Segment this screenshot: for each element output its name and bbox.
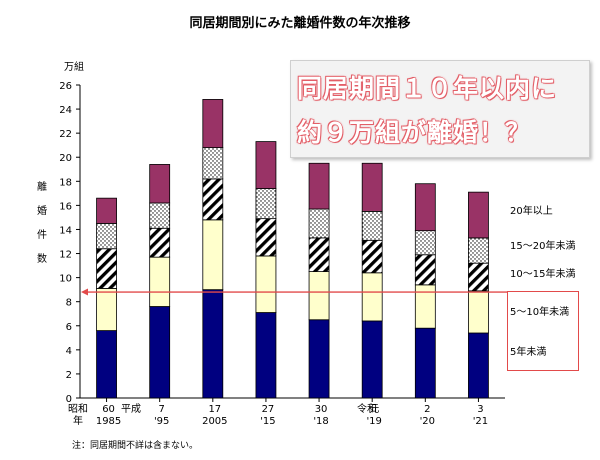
y-axis-label-char: 件 (37, 229, 47, 241)
y-tick-label: 18 (59, 177, 72, 188)
x-tick-label-top: 7 (159, 404, 165, 415)
bar-segment (255, 188, 277, 220)
y-axis-label: 離婚件数 (37, 180, 47, 265)
bars (96, 99, 489, 399)
y-axis-label-char: 離 (37, 180, 47, 193)
bar-segment (308, 208, 330, 239)
y-tick-label: 6 (66, 322, 72, 333)
y-tick-label: 24 (59, 105, 72, 116)
x-tick-label-bottom: '95 (154, 416, 169, 427)
legend-label: 15～20年未満 (510, 239, 575, 252)
bar-segment (96, 197, 117, 224)
chart-title: 同居期間別にみた離婚件数の年次推移 (189, 15, 410, 31)
reference-line (81, 288, 508, 296)
x-tick-label-bottom: '21 (473, 416, 488, 427)
bar-segment (149, 202, 171, 229)
x-tick-label-top: 元 (369, 404, 379, 415)
bar-segment (468, 237, 489, 264)
bar-segment (202, 219, 224, 291)
bar-segment (414, 254, 436, 286)
bar-segment (308, 237, 330, 272)
legend-label: 10～15年未満 (510, 267, 575, 280)
bar-segment (308, 271, 330, 321)
bar-segment (468, 191, 489, 239)
bar-segment (414, 183, 436, 232)
bar-segment (96, 223, 117, 250)
bar-segment (149, 164, 171, 204)
footnote: 注：同居期間不詳は含まない。 (72, 441, 199, 451)
bar-segment (361, 320, 383, 399)
y-tick-label: 26 (59, 81, 72, 92)
bar-segment (96, 288, 117, 331)
legend-label: 5年未満 (510, 345, 546, 358)
y-tick-label: 16 (59, 201, 72, 212)
legend: 5年未満 5～10年未満 10～15年未満 15～20年未満 20年以上 (510, 204, 575, 358)
bar-segment (255, 255, 277, 313)
y-tick-label: 20 (59, 153, 72, 164)
bar-segment (361, 211, 383, 241)
y-tick-label: 4 (66, 346, 72, 357)
bar-segment (149, 306, 171, 399)
era-label-reiwa: 令和 (357, 402, 377, 415)
bar-segment (414, 230, 436, 256)
bar-segment (468, 332, 489, 399)
legend-label: 5～10年未満 (510, 305, 569, 318)
y-tick-label: 22 (59, 129, 72, 140)
bar-segment (361, 272, 383, 322)
reference-arrow-head (81, 288, 88, 296)
callout-line-2: 約９万組が離婚！？ (296, 117, 532, 147)
x-tick-label-top: 27 (262, 404, 275, 415)
bar-segment (255, 218, 277, 257)
x-tick-label-bottom: '19 (366, 416, 381, 427)
bar-segment (414, 284, 436, 329)
x-tick-label-bottom: 1985 (96, 416, 121, 427)
x-tick-label-top: 30 (315, 404, 328, 415)
bar-segment (202, 178, 224, 221)
legend-label: 20年以上 (510, 204, 553, 217)
era-label-showa: 昭和 (68, 403, 88, 415)
x-tick-label-bottom: '18 (313, 416, 328, 427)
bar-segment (149, 227, 171, 258)
y-tick-label: 2 (66, 370, 72, 381)
bar-segment (361, 239, 383, 274)
y-tick-label: 0 (66, 394, 72, 405)
y-axis-label-char: 数 (37, 252, 47, 265)
y-unit-label: 万組 (64, 60, 84, 73)
x-tick-label-top: 60 (102, 404, 115, 415)
bar-segment (96, 248, 117, 289)
highlight-box (507, 291, 579, 371)
bar-segment (202, 147, 224, 180)
y-tick-label: 10 (59, 274, 72, 285)
bar-segment (96, 330, 117, 399)
bar-segment (308, 162, 330, 210)
y-tick-label: 12 (59, 250, 72, 261)
x-tick-label-bottom: '20 (420, 416, 435, 427)
x-tick-label-bottom: 2005 (202, 416, 227, 427)
y-axis-label-char: 婚 (37, 204, 47, 217)
x-tick-label-top: 17 (208, 404, 221, 415)
bar-segment (202, 289, 224, 399)
callout-box: 同居期間１０年以内に 約９万組が離婚！？ (290, 60, 590, 158)
era-label-nen: 年 (73, 414, 83, 427)
era-label-heisei: 平成 (121, 403, 141, 415)
bar-segment (149, 256, 171, 307)
y-tick-label: 14 (59, 225, 72, 236)
bar-segment (255, 312, 277, 399)
bar-segment (255, 141, 277, 189)
x-tick-label-top: 3 (477, 404, 483, 415)
bar-segment (468, 262, 489, 292)
callout-line-1: 同居期間１０年以内に (296, 73, 558, 103)
x-tick-label-top: 2 (424, 404, 430, 415)
bar-segment (308, 319, 330, 399)
bar-segment (202, 99, 224, 148)
bar-segment (468, 290, 489, 334)
x-tick-label-bottom: '15 (260, 416, 275, 427)
y-tick-label: 8 (66, 298, 72, 309)
bar-segment (414, 327, 436, 399)
bar-segment (361, 162, 383, 212)
